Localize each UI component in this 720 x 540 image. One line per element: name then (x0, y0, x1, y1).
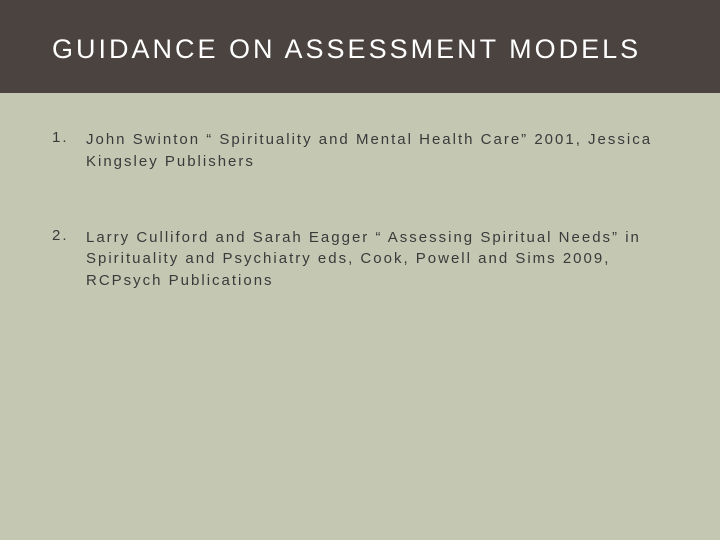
page-title: GUIDANCE ON ASSESSMENT MODELS (52, 34, 668, 65)
item-number: 1. (52, 129, 86, 173)
item-number: 2. (52, 227, 86, 292)
item-text: John Swinton “ Spirituality and Mental H… (86, 129, 668, 173)
list-item: 1. John Swinton “ Spirituality and Menta… (52, 129, 668, 173)
header-band: GUIDANCE ON ASSESSMENT MODELS (0, 0, 720, 93)
content-area: 1. John Swinton “ Spirituality and Menta… (0, 93, 720, 292)
list-item: 2. Larry Culliford and Sarah Eagger “ As… (52, 227, 668, 292)
item-text: Larry Culliford and Sarah Eagger “ Asses… (86, 227, 668, 292)
